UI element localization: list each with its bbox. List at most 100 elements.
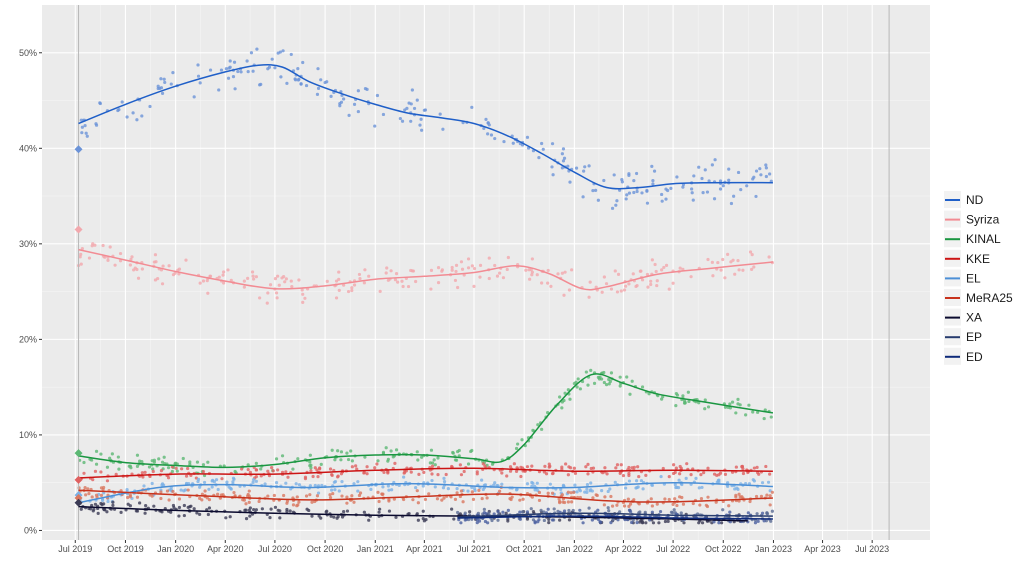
poll-point [500,471,504,475]
poll-point [299,82,303,86]
poll-point [337,489,341,493]
poll-point [352,283,357,287]
poll-point [659,474,663,479]
poll-point [410,88,414,92]
poll-point [562,156,567,160]
poll-point [200,498,204,502]
poll-point [636,465,640,469]
poll-point [531,509,536,514]
poll-point [156,86,160,91]
poll-point [118,251,123,256]
poll-point [367,274,371,278]
poll-point [332,480,336,484]
poll-point [273,277,278,281]
poll-point [622,504,627,508]
poll-point [669,186,673,190]
poll-point [645,201,650,205]
poll-point [634,479,639,483]
poll-point [681,185,685,189]
poll-point [460,267,465,271]
poll-point [378,289,382,293]
poll-point [240,467,244,471]
poll-point [456,510,460,515]
poll-point [356,89,360,93]
poll-point [618,510,622,514]
poll-point [217,88,221,92]
poll-point [498,489,502,493]
poll-point [333,458,337,462]
poll-point [345,509,350,513]
poll-point [340,479,344,484]
poll-point [535,481,539,485]
poll-point [546,491,550,495]
poll-point [430,464,435,468]
poll-point [376,490,380,494]
poll-point [634,171,639,176]
poll-point [679,511,683,515]
poll-point [125,115,129,119]
poll-point [83,486,87,490]
poll-point [402,471,406,475]
poll-point [99,452,103,456]
election-result-xa [74,498,83,507]
poll-point [281,49,285,53]
poll-point [587,295,591,299]
poll-point [637,474,641,479]
poll-point [118,259,123,263]
poll-point [352,482,356,486]
poll-point [224,516,228,520]
poll-point [632,179,636,183]
poll-point [738,403,742,407]
poll-point [619,463,623,467]
poll-point [140,267,144,271]
poll-point [454,458,459,462]
poll-point [739,188,743,192]
poll-point [530,270,534,274]
x-tick-label: Oct 2021 [506,544,543,554]
x-tick-label: Jul 2019 [58,544,92,554]
poll-point [340,494,344,498]
poll-point [86,487,90,491]
poll-point [246,467,250,472]
poll-point [751,177,755,181]
poll-point [493,136,497,141]
poll-point [640,191,644,195]
poll-point [228,515,232,519]
poll-point [647,392,651,396]
poll-point [105,510,109,514]
poll-point [687,399,691,404]
poll-point [484,512,488,516]
poll-point [752,466,756,470]
poll-point [212,480,216,484]
poll-point [319,516,323,520]
poll-point [716,260,720,265]
poll-point [594,285,598,289]
poll-point [515,466,519,470]
poll-point [755,465,759,469]
poll-point [600,489,604,493]
poll-point [459,260,464,264]
poll-point [179,488,183,492]
poll-point [82,471,86,475]
poll-point [492,512,496,516]
poll-point [618,384,622,388]
poll-point [313,483,317,488]
poll-point [607,509,611,513]
poll-point [297,483,302,487]
poll-point [587,164,591,168]
poll-point [675,175,679,179]
poll-point [247,494,251,498]
poll-point [673,470,677,474]
poll-point [728,402,732,406]
poll-point [244,517,249,521]
poll-point [224,67,228,71]
poll-point [636,485,640,489]
poll-point [376,459,380,463]
poll-point [581,521,585,525]
poll-point [252,277,256,281]
poll-point [375,93,380,98]
poll-point [646,285,650,289]
poll-point [550,491,555,495]
poll-point [478,263,483,267]
poll-point [606,489,610,494]
